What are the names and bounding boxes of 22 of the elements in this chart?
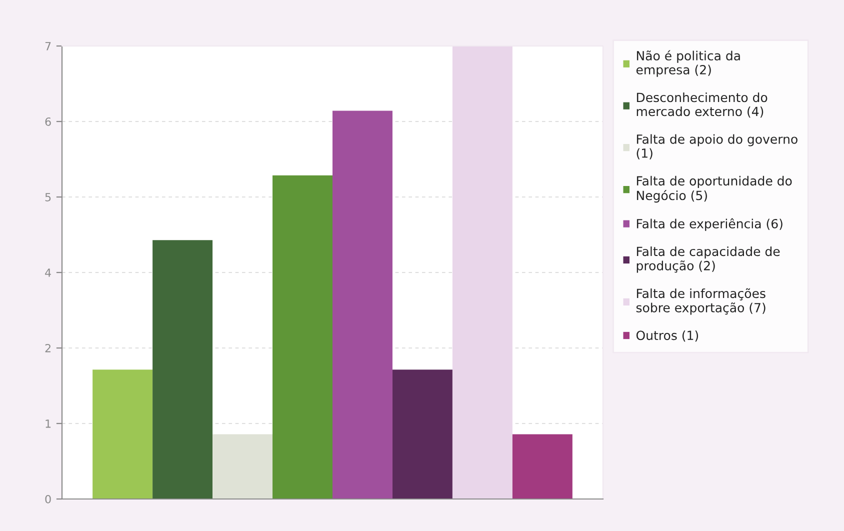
- y-tick-label: 4: [45, 268, 51, 277]
- bar: [92, 370, 153, 499]
- bar: [512, 434, 572, 499]
- legend-label: Falta de capacidade de produção (2): [636, 246, 780, 273]
- legend-label: Outros (1): [636, 330, 698, 342]
- y-tick-label: 2: [45, 344, 50, 352]
- bar: [152, 240, 213, 499]
- legend-label: Falta de oportunidade do Negócio (5): [636, 176, 792, 203]
- y-tick-label: 6: [45, 117, 51, 126]
- bar: [272, 175, 332, 499]
- legend-label: Falta de experiência (6): [636, 218, 782, 231]
- bar: [332, 110, 392, 499]
- legend-label: Falta de informações sobre exportação (7): [636, 288, 766, 315]
- bar: [212, 434, 273, 499]
- y-tick-label: 7: [45, 42, 51, 50]
- y-tick-label: 5: [45, 193, 51, 202]
- legend-label: Desconhecimento do mercado externo (4): [636, 92, 768, 118]
- legend-label: Falta de apoio do governo (1): [636, 134, 798, 160]
- legend-label: Não é politica da empresa (2): [636, 50, 740, 77]
- y-tick-label: 1: [46, 420, 51, 428]
- y-tick-label: 0: [45, 494, 51, 504]
- bar: [392, 370, 452, 499]
